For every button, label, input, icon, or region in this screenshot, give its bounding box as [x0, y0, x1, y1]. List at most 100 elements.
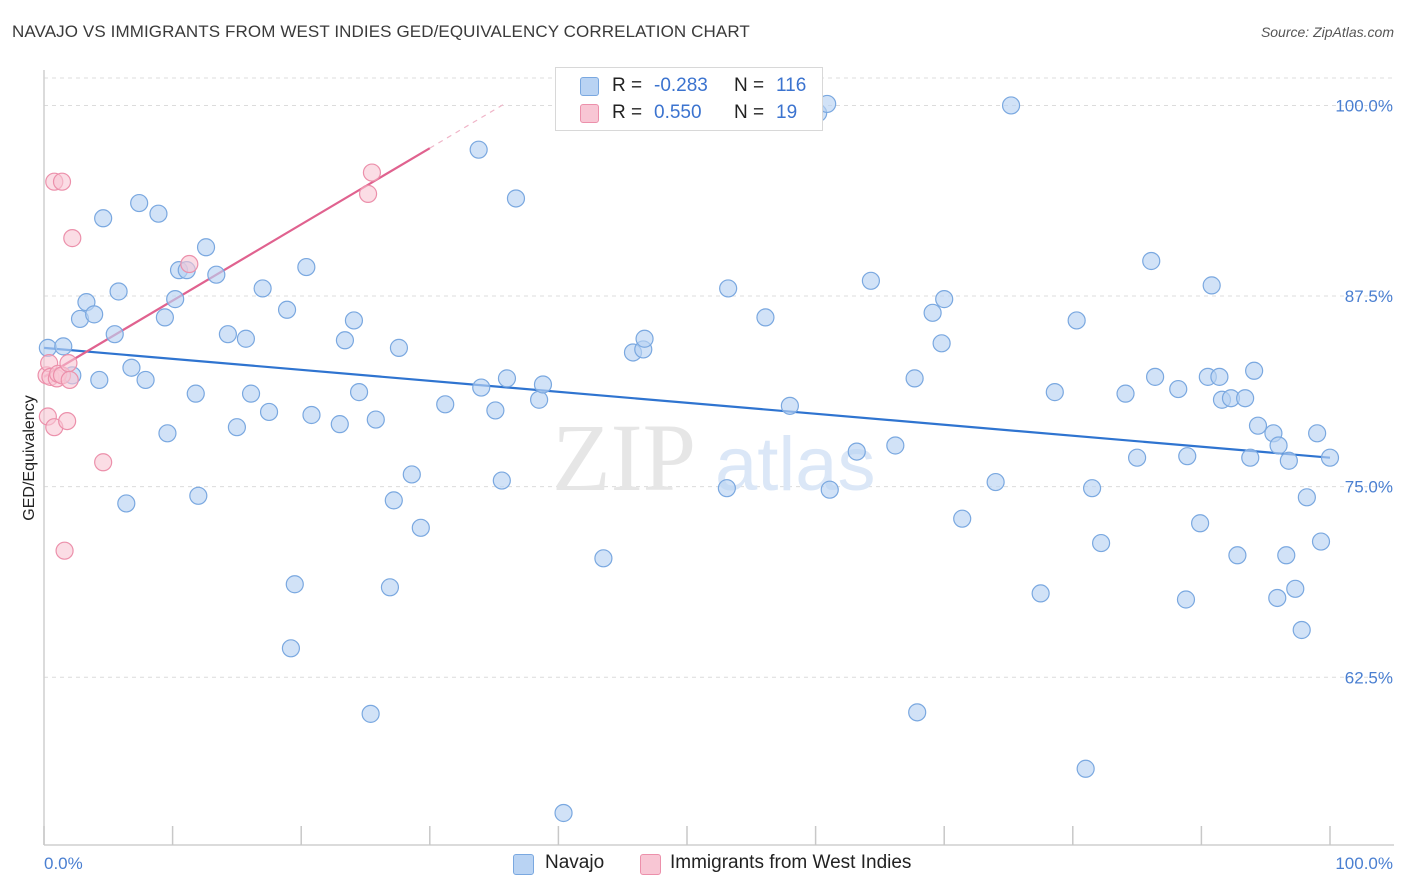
navajo-point [236, 329, 256, 348]
navajo-point [847, 442, 866, 461]
navajo-point [196, 238, 216, 257]
navajo-point [1001, 96, 1021, 115]
navajo-point [253, 279, 272, 298]
west-indies-point [358, 184, 378, 203]
navajo-point [1277, 546, 1296, 565]
navajo-point [361, 704, 380, 723]
y-axis-label: GED/Equivalency [21, 395, 38, 520]
navajo-point [259, 402, 279, 422]
navajo-point [1178, 447, 1197, 466]
navajo-point [130, 193, 149, 213]
navajo-point [105, 325, 124, 344]
y-tick-labels: 62.5% 75.0% 87.5% 100.0% [1335, 96, 1393, 687]
grid-lines [44, 77, 1394, 678]
navajo-point [1176, 590, 1196, 609]
x-tick-label-max: 100.0% [1335, 854, 1393, 873]
navajo-point [1279, 451, 1298, 470]
navajo-swatch [580, 77, 599, 96]
west-indies-points [37, 163, 382, 560]
navajo-point [1169, 379, 1188, 399]
navajo-point [554, 803, 573, 823]
navajo-point [1116, 384, 1135, 403]
navajo-point [436, 395, 455, 414]
navajo-point [932, 334, 951, 353]
navajo-point [1067, 311, 1086, 330]
navajo-point [986, 472, 1005, 492]
navajo-point [594, 549, 613, 568]
navajo-r-value: -0.283 [654, 75, 708, 96]
navajo-point [85, 305, 104, 324]
navajo-point [1082, 479, 1102, 498]
navajo-point [1236, 389, 1255, 408]
navajo-point [717, 479, 736, 498]
navajo-point [344, 311, 364, 330]
navajo-point [302, 405, 321, 425]
west-indies-n-label: N = [734, 102, 765, 123]
navajo-point [469, 140, 488, 159]
navajo-point [384, 491, 403, 510]
west-indies-swatch [580, 104, 599, 123]
navajo-point [472, 378, 491, 397]
navajo-point [158, 424, 177, 443]
west-indies-point [94, 453, 113, 472]
west-indies-point [180, 254, 199, 274]
y-tick-label: 75.0% [1345, 478, 1393, 497]
navajo-point [1308, 424, 1327, 443]
navajo-point [186, 384, 205, 403]
watermark: ZIP atlas [552, 404, 876, 511]
navajo-point [1320, 448, 1340, 467]
navajo-point [1127, 448, 1147, 467]
navajo-n-value: 116 [776, 75, 807, 96]
bottom-legend: Navajo Immigrants from West Indies [0, 852, 1406, 878]
navajo-point [411, 518, 430, 537]
navajo-point [297, 257, 316, 277]
navajo-point [1297, 488, 1316, 507]
navajo-point [1091, 533, 1111, 553]
navajo-point [497, 369, 517, 388]
navajo-point [136, 370, 155, 390]
navajo-point [1286, 579, 1305, 598]
y-tick-label: 100.0% [1335, 96, 1393, 115]
navajo-points [38, 94, 1340, 823]
x-tick-label-min: 0.0% [44, 854, 83, 873]
navajo-point [109, 282, 128, 301]
stats-legend: R = -0.283 N = 116 R = 0.550 N = 19 [555, 67, 823, 131]
navajo-legend-swatch [513, 854, 534, 875]
y-tick-label: 87.5% [1345, 287, 1393, 306]
navajo-point [1269, 436, 1288, 455]
west-indies-r-value: 0.550 [654, 102, 702, 123]
navajo-r-label: R = [612, 75, 643, 96]
navajo-point [1202, 276, 1221, 295]
west-indies-r-label: R = [612, 102, 643, 123]
navajo-trend-line [43, 346, 1331, 459]
navajo-point [117, 494, 136, 513]
navajo-point [1191, 514, 1210, 533]
navajo-point [155, 308, 174, 327]
navajo-point [277, 300, 297, 319]
navajo-point [886, 436, 905, 455]
navajo-point [1241, 448, 1260, 467]
navajo-point [1311, 532, 1331, 551]
navajo-point [1248, 416, 1268, 435]
navajo-point [756, 308, 775, 327]
navajo-point [486, 401, 505, 420]
navajo-point [635, 329, 654, 348]
navajo-point [38, 338, 57, 357]
navajo-point [389, 338, 409, 357]
navajo-point [530, 390, 549, 409]
navajo-point [402, 465, 421, 484]
legend-row-west-indies: R = 0.550 N = 19 [556, 99, 822, 127]
navajo-point [227, 418, 246, 437]
navajo-point [281, 639, 301, 658]
navajo-point [1210, 367, 1229, 386]
navajo-point [1228, 546, 1247, 565]
navajo-point [905, 369, 924, 388]
source-label: Source: ZipAtlas.com [1260, 24, 1394, 40]
navajo-point [1292, 620, 1311, 640]
y-tick-label: 62.5% [1345, 668, 1393, 687]
navajo-point [1031, 584, 1050, 603]
watermark-zip: ZIP [552, 404, 696, 511]
navajo-point [935, 290, 954, 309]
navajo-point [189, 486, 208, 505]
